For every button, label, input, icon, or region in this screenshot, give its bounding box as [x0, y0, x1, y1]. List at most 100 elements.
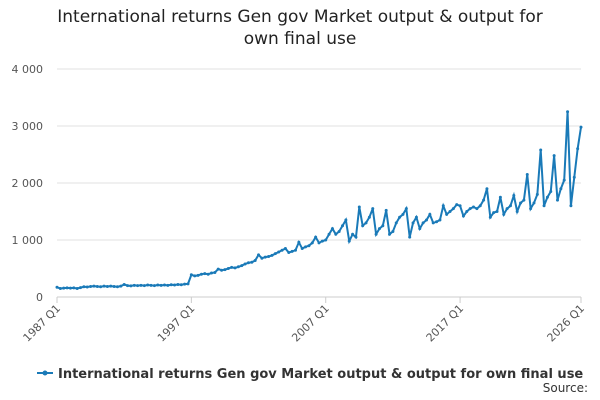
data-point	[79, 286, 83, 290]
data-point	[562, 178, 566, 182]
data-point	[566, 110, 570, 114]
data-point	[576, 147, 580, 151]
data-point	[394, 221, 398, 225]
data-point	[233, 266, 237, 270]
chart-title: International returns Gen gov Market out…	[57, 7, 543, 49]
data-point	[475, 207, 479, 211]
data-point	[186, 282, 190, 286]
data-point	[455, 203, 459, 207]
data-point	[287, 251, 291, 255]
data-point	[146, 283, 150, 287]
data-point	[65, 286, 69, 290]
data-point	[75, 286, 79, 290]
data-point	[495, 210, 499, 213]
data-point	[357, 205, 361, 209]
data-point	[330, 227, 334, 231]
data-point	[502, 212, 506, 216]
data-point	[404, 207, 408, 211]
data-point	[156, 283, 160, 287]
data-point	[216, 267, 220, 271]
data-point	[535, 192, 539, 196]
data-point	[92, 284, 96, 288]
y-tick-label: 1 000	[12, 234, 44, 247]
data-point	[337, 229, 341, 233]
data-point	[126, 284, 130, 288]
data-point	[468, 207, 472, 211]
x-tick-label: 2007 Q1	[289, 302, 332, 345]
data-point	[529, 207, 533, 211]
data-point	[260, 256, 264, 260]
x-tick-label: 1987 Q1	[21, 302, 64, 345]
data-point	[263, 255, 267, 259]
data-point	[508, 204, 512, 208]
data-point	[280, 248, 284, 252]
data-point	[421, 221, 425, 225]
data-point	[89, 284, 93, 288]
data-point	[226, 267, 230, 270]
data-point	[132, 283, 136, 287]
data-point	[559, 187, 563, 191]
data-point	[159, 283, 163, 287]
data-point	[250, 260, 254, 264]
data-point	[300, 247, 304, 251]
y-tick-label: 0	[36, 291, 43, 304]
data-point	[377, 227, 381, 231]
data-point	[102, 284, 106, 288]
data-point	[435, 220, 439, 224]
data-point	[230, 265, 234, 269]
data-point	[451, 207, 455, 211]
data-point	[267, 255, 271, 259]
data-point	[431, 221, 435, 225]
data-point	[408, 235, 412, 239]
data-point	[448, 210, 452, 213]
data-point	[344, 218, 348, 222]
data-point	[441, 204, 445, 208]
data-point	[99, 285, 103, 289]
data-point	[465, 210, 469, 213]
data-point	[112, 284, 116, 288]
data-point	[374, 232, 378, 236]
data-point	[122, 282, 126, 286]
data-point	[119, 284, 123, 288]
data-point	[401, 212, 405, 216]
data-point	[220, 268, 224, 272]
data-point	[310, 241, 314, 245]
data-point	[62, 286, 66, 290]
data-point	[555, 198, 559, 202]
x-tick-label: 2017 Q1	[424, 302, 467, 345]
data-point	[183, 282, 187, 286]
data-point	[334, 232, 338, 236]
data-point	[213, 270, 217, 274]
data-point	[58, 286, 62, 290]
y-tick-label: 3 000	[12, 120, 44, 133]
data-point	[243, 262, 247, 266]
data-point	[428, 212, 432, 216]
data-point	[206, 272, 210, 276]
data-point	[351, 232, 355, 236]
data-point	[277, 250, 281, 254]
data-point	[240, 264, 244, 268]
data-point	[152, 284, 156, 288]
data-point	[176, 282, 180, 286]
data-point	[273, 252, 277, 256]
data-point	[297, 240, 301, 244]
data-point	[95, 284, 99, 288]
data-point	[82, 285, 86, 289]
data-point	[246, 261, 250, 265]
data-point	[488, 215, 492, 219]
y-tick-label: 4 000	[12, 63, 44, 76]
data-point	[371, 207, 375, 211]
data-point	[472, 205, 476, 209]
data-point	[539, 148, 543, 152]
data-point	[512, 194, 516, 198]
data-point	[367, 215, 371, 219]
data-point	[545, 195, 549, 199]
data-point	[109, 284, 113, 288]
data-point	[283, 247, 287, 251]
data-point	[199, 272, 203, 276]
data-point	[304, 245, 308, 249]
legend-marker	[42, 370, 48, 376]
y-tick-label: 2 000	[12, 177, 44, 190]
legend-label: International returns Gen gov Market out…	[58, 367, 583, 382]
